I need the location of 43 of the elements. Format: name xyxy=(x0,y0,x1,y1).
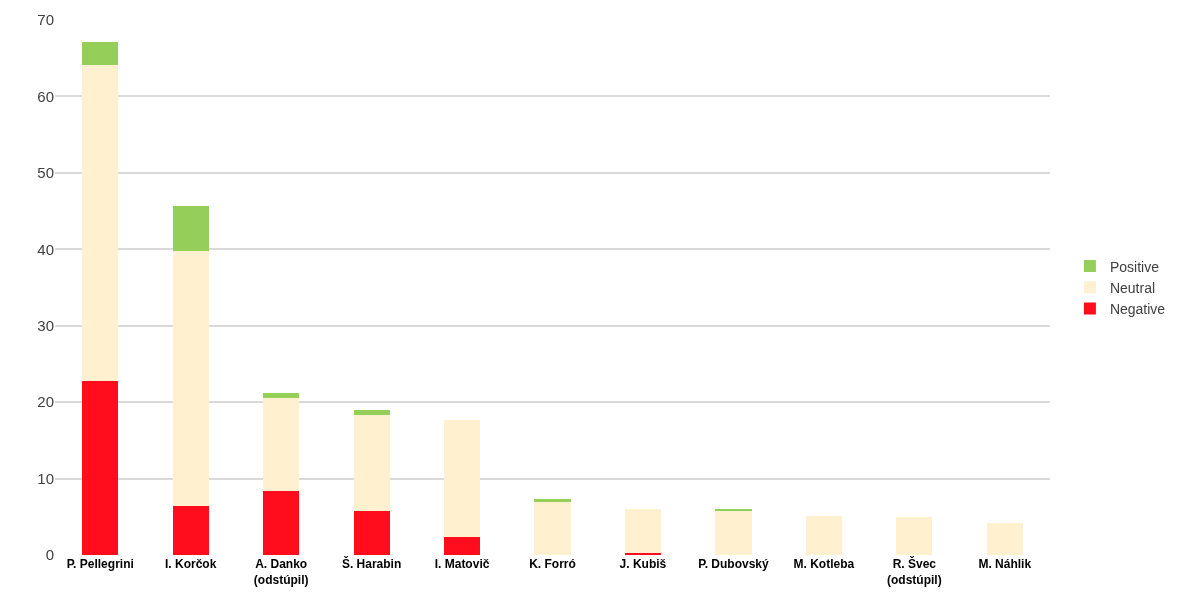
bar xyxy=(82,65,119,381)
bar xyxy=(353,415,390,511)
bar xyxy=(353,510,390,555)
bar xyxy=(896,516,933,555)
bar xyxy=(82,380,119,555)
x-tick-label: P. Pellegrini xyxy=(66,557,134,571)
y-tick-label: 10 xyxy=(37,469,54,487)
bar xyxy=(263,490,300,555)
x-tick-label: R. Švec (odstúpil) xyxy=(886,556,942,587)
y-tick-label: 0 xyxy=(45,546,54,564)
x-tick-label: M. Kotleba xyxy=(793,557,855,571)
x-tick-label: I. Korčok xyxy=(165,557,217,571)
x-tick-label: J. Kubiš xyxy=(619,557,667,571)
bar xyxy=(443,419,481,538)
bar xyxy=(805,516,842,555)
bar xyxy=(443,537,481,555)
y-tick-label: 40 xyxy=(37,240,54,258)
bar xyxy=(624,509,662,553)
y-tick-label: 30 xyxy=(37,316,54,334)
x-tick-label: M. Náhlik xyxy=(978,557,1032,571)
x-tick-label: I. Matovič xyxy=(434,557,490,571)
x-tick-label: K. Forró xyxy=(529,557,576,571)
bar xyxy=(172,506,209,555)
x-tick-label: Š. Harabin xyxy=(341,556,402,571)
y-tick-label: 70 xyxy=(37,11,54,29)
x-tick-label: P. Dubovský xyxy=(698,557,769,571)
bar xyxy=(263,392,300,399)
bar xyxy=(534,501,571,555)
x-tick-label: A. Danko (odstúpil) xyxy=(253,557,309,587)
bar xyxy=(263,398,300,491)
bar xyxy=(172,206,209,251)
legend-label: Negative xyxy=(1109,300,1166,317)
legend-label: Neutral xyxy=(1109,279,1156,296)
y-tick-label: 50 xyxy=(37,164,54,182)
bar xyxy=(353,409,390,416)
bar xyxy=(534,499,571,502)
bar xyxy=(172,250,209,507)
bar xyxy=(715,510,752,555)
legend-label: Positive xyxy=(1109,258,1160,275)
bar xyxy=(986,522,1023,555)
y-tick-label: 20 xyxy=(37,393,54,411)
y-tick-label: 60 xyxy=(37,87,54,105)
bar xyxy=(82,42,119,66)
